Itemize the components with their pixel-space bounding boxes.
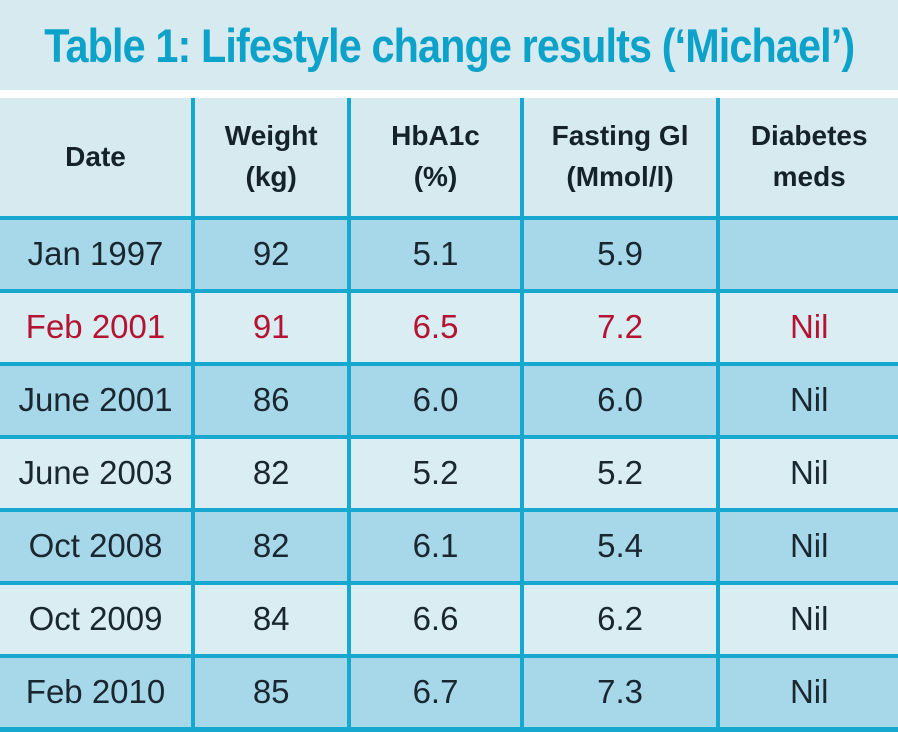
cell-diabetes-meds: Nil <box>716 434 898 512</box>
table-title: Table 1: Lifestyle change results (‘Mich… <box>43 18 855 72</box>
cell-date: Feb 2010 <box>0 653 196 732</box>
cell-weight: 84 <box>191 580 352 658</box>
cell-fasting-gl: 7.2 <box>519 288 721 366</box>
cell-date: Oct 2009 <box>0 580 196 658</box>
header-line: Fasting Gl <box>551 120 689 152</box>
cell-fasting-gl: 7.3 <box>519 653 721 732</box>
table-row: June 2003 82 5.2 5.2 Nil <box>0 434 898 512</box>
table-row: Feb 2001 91 6.5 7.2 Nil <box>0 288 898 366</box>
header-line: (kg) <box>245 161 297 192</box>
results-table: Date Weight (kg) HbA1c (%) Fasting Gl (Mmol… <box>0 98 898 732</box>
cell-date: Oct 2008 <box>0 507 196 585</box>
cell-date: June 2001 <box>0 361 196 439</box>
header-line: (Mmol/l) <box>566 161 674 192</box>
cell-weight: 92 <box>191 216 352 293</box>
header-line: HbA1c <box>391 120 480 152</box>
cell-diabetes-meds <box>716 216 898 293</box>
cell-fasting-gl: 5.9 <box>519 216 721 293</box>
cell-hba1c: 5.1 <box>347 216 524 293</box>
cell-date: Feb 2001 <box>0 288 196 366</box>
column-header-hba1c: HbA1c (%) <box>347 98 524 220</box>
header-line: Date <box>65 140 126 172</box>
table-header: Date Weight (kg) HbA1c (%) Fasting Gl (Mmol… <box>0 98 898 220</box>
header-line: meds <box>772 161 846 192</box>
header-line: (%) <box>413 161 458 192</box>
column-header-date: Date <box>0 98 196 220</box>
column-header-diabetes-meds: Diabetes meds <box>716 98 898 220</box>
column-header-weight: Weight (kg) <box>191 98 352 220</box>
title-band: Table 1: Lifestyle change results (‘Mich… <box>0 0 898 90</box>
cell-diabetes-meds: Nil <box>716 288 898 366</box>
column-header-fasting-gl: Fasting Gl (Mmol/l) <box>519 98 721 220</box>
cell-diabetes-meds: Nil <box>716 653 898 732</box>
table-body: Jan 1997 92 5.1 5.9 Feb 2001 91 6.5 7.2 … <box>0 216 898 732</box>
title-table-divider <box>0 90 898 98</box>
cell-fasting-gl: 5.2 <box>519 434 721 512</box>
cell-fasting-gl: 5.4 <box>519 507 721 585</box>
cell-weight: 91 <box>191 288 352 366</box>
table-row: June 2001 86 6.0 6.0 Nil <box>0 361 898 439</box>
cell-weight: 82 <box>191 507 352 585</box>
cell-weight: 85 <box>191 653 352 732</box>
cell-weight: 82 <box>191 434 352 512</box>
cell-fasting-gl: 6.0 <box>519 361 721 439</box>
cell-fasting-gl: 6.2 <box>519 580 721 658</box>
header-line: Diabetes <box>750 120 868 152</box>
cell-weight: 86 <box>191 361 352 439</box>
header-line: Weight <box>224 120 318 152</box>
cell-hba1c: 6.1 <box>347 507 524 585</box>
cell-date: June 2003 <box>0 434 196 512</box>
header-row: Date Weight (kg) HbA1c (%) Fasting Gl (Mmol… <box>0 98 898 220</box>
table-row: Feb 2010 85 6.7 7.3 Nil <box>0 653 898 732</box>
cell-hba1c: 6.7 <box>347 653 524 732</box>
cell-hba1c: 6.6 <box>347 580 524 658</box>
cell-hba1c: 6.0 <box>347 361 524 439</box>
table-row: Oct 2009 84 6.6 6.2 Nil <box>0 580 898 658</box>
cell-hba1c: 6.5 <box>347 288 524 366</box>
table-row: Oct 2008 82 6.1 5.4 Nil <box>0 507 898 585</box>
cell-diabetes-meds: Nil <box>716 507 898 585</box>
cell-hba1c: 5.2 <box>347 434 524 512</box>
cell-date: Jan 1997 <box>0 216 196 293</box>
cell-diabetes-meds: Nil <box>716 580 898 658</box>
table-row: Jan 1997 92 5.1 5.9 <box>0 216 898 293</box>
cell-diabetes-meds: Nil <box>716 361 898 439</box>
